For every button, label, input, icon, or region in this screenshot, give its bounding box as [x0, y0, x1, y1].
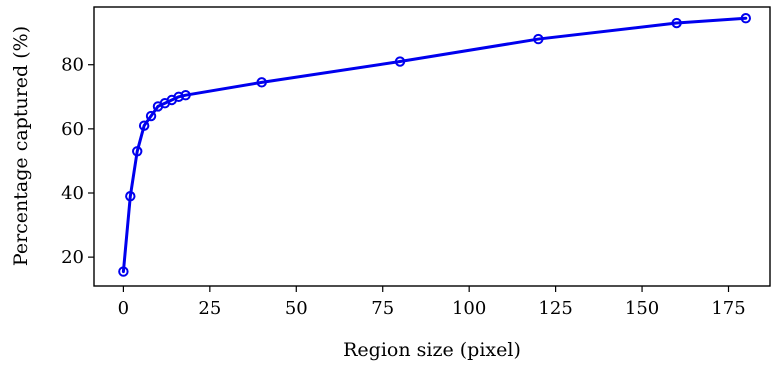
data-point: [125, 191, 136, 202]
data-point: [118, 266, 129, 277]
x-tick-label: 50: [285, 298, 308, 319]
data-point: [145, 110, 157, 122]
data-point: [533, 33, 544, 45]
x-tick-label: 150: [625, 298, 659, 319]
x-tick-label: 25: [198, 298, 221, 319]
series-layer: [118, 13, 751, 277]
data-point: [180, 89, 191, 101]
y-tick-label: 20: [61, 247, 84, 268]
y-tick-label: 60: [61, 119, 84, 140]
x-axis-label: Region size (pixel): [343, 339, 521, 361]
series-line: [121, 16, 748, 274]
plot-area-frame: [93, 6, 771, 287]
data-point: [394, 56, 406, 67]
x-tick-label: 100: [452, 298, 486, 319]
data-point: [671, 17, 682, 29]
data-point: [132, 146, 143, 157]
x-tick-label: 125: [538, 298, 572, 319]
y-axis: 20 40 60 80: [61, 55, 94, 268]
x-tick-label: 175: [711, 298, 745, 319]
data-point: [256, 77, 267, 88]
data-point: [138, 120, 150, 131]
x-tick-label: 75: [371, 298, 394, 319]
x-tick-label: 0: [118, 298, 129, 319]
y-tick-label: 40: [61, 183, 84, 204]
y-axis-label: Percentage captured (%): [10, 26, 32, 266]
data-point: [740, 13, 751, 24]
x-axis: 0 25 50 75 100 125 150 175: [118, 286, 746, 319]
data-point: [173, 91, 184, 102]
y-tick-label: 80: [61, 55, 84, 76]
